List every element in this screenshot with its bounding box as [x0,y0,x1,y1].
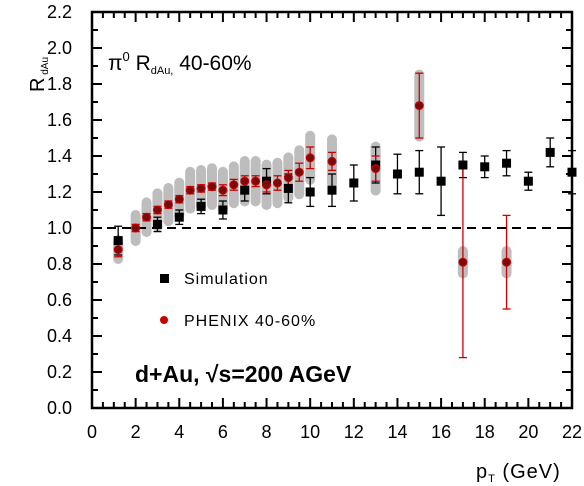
simulation-point [545,147,555,157]
legend-label-phenix: PHENIX 40-60% [184,313,316,330]
phenix-point [283,173,293,183]
phenix-point [218,185,228,195]
annotation-system: d+Au, √s=200 AGeV [135,361,352,387]
y-tick-label: 1.8 [47,74,72,94]
y-tick-label: 2.2 [47,2,72,22]
y-tick-label: 0.4 [47,326,72,346]
simulation-point [196,201,206,211]
y-tick-label: 0.0 [47,398,72,418]
phenix-point [229,180,239,190]
simulation-point [523,176,533,186]
simulation-point [174,212,184,222]
legend-marker-simulation [160,274,169,283]
simulation-point [152,219,162,229]
simulation-point [414,167,424,177]
x-tick-label: 16 [431,422,451,442]
simulation-point [283,183,293,193]
y-tick-label: 0.2 [47,362,72,382]
x-tick-label: 0 [87,422,97,442]
phenix-point [305,153,315,163]
systematic-band-layer [113,69,512,279]
x-tick-label: 6 [218,422,228,442]
phenix-point [174,194,184,204]
x-tick-label: 2 [131,422,141,442]
phenix-point [414,101,424,111]
y-tick-label: 1.6 [47,110,72,130]
simulation-point [458,160,468,170]
phenix-point [113,245,123,255]
simulation-point [436,176,446,186]
tick-label-layer: 0 2 4 6 8 10 12 14 16 18 20 22 0.0 0.2 0.4 0.6 0.8 1.0 1.2… [47,2,582,442]
simulation-point [113,236,123,246]
y-axis-label: R dAu [27,57,51,92]
phenix-point [207,182,217,192]
simulation-point [240,185,250,195]
phenix-point [196,183,206,193]
x-tick-label: 8 [262,422,272,442]
phenix-point [131,223,141,233]
simulation-point [218,205,228,215]
simulation-point [349,178,359,188]
simulation-point [480,162,490,172]
legend: Simulation PHENIX 40-60% [160,271,316,330]
y-axis-label-main: R [27,78,49,92]
x-tick-label: 20 [518,422,538,442]
phenix-point [251,176,261,186]
phenix-point [272,178,282,188]
y-tick-label: 2.0 [47,38,72,58]
x-tick-label: 12 [344,422,364,442]
simulation-point [392,169,402,179]
phenix-point [327,156,337,166]
phenix-point [152,205,162,215]
y-tick-label: 1.0 [47,218,72,238]
phenix-point [458,257,468,267]
phenix-point [294,167,304,177]
y-tick-label: 0.8 [47,254,72,274]
x-tick-label: 22 [562,422,582,442]
simulation-point [305,187,315,197]
phenix-point [262,180,272,190]
x-axis-label: pT (GeV) [476,461,561,485]
y-axis-label-sub: dAu [40,57,51,78]
y-tick-label: 1.2 [47,182,72,202]
annotation-title: π0 RdAu, 40-60% [108,49,252,77]
phenix-point [185,185,195,195]
phenix-point [371,164,381,174]
y-tick-label: 1.4 [47,146,72,166]
x-tick-label: 14 [387,422,407,442]
phenix-point [142,212,152,222]
legend-marker-phenix [160,316,168,324]
y-tick-label: 0.6 [47,290,72,310]
x-tick-label: 10 [300,422,320,442]
tick-mark-layer [91,11,573,409]
simulation-point [502,158,512,168]
simulation-point [327,185,337,195]
phenix-point [163,200,173,210]
phenix-point [502,257,512,267]
phenix-point [240,176,250,186]
x-tick-label: 4 [174,422,184,442]
legend-label-simulation: Simulation [184,271,269,288]
x-tick-label: 18 [475,422,495,442]
